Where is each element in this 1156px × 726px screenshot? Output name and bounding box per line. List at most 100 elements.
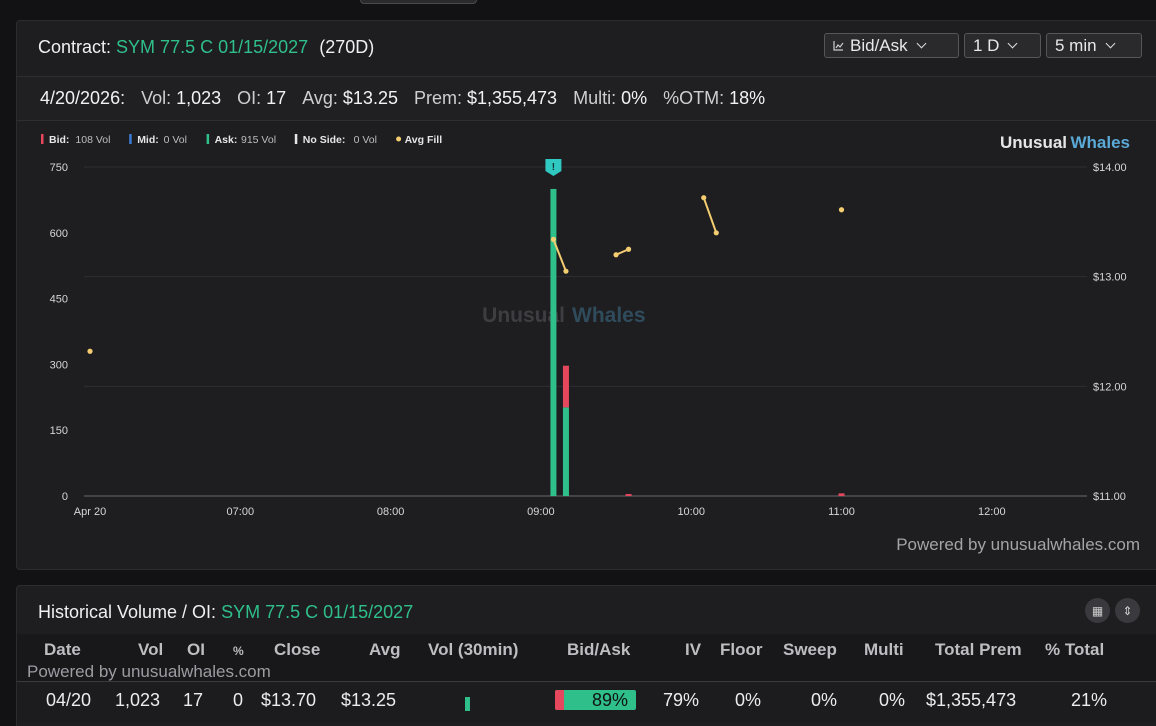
- cell-close: $13.70: [261, 690, 317, 710]
- col-sweep[interactable]: Sweep: [783, 640, 837, 659]
- y-right-tick-2: $12.00: [1093, 381, 1127, 393]
- cell-total-prem: $1,355,473: [926, 690, 1017, 710]
- avg-fill-line-3: [702, 197, 718, 234]
- avg-fill-point-3-1: [713, 230, 719, 236]
- avg-fill-point-3-0: [701, 195, 707, 201]
- ask-bar-1: [562, 407, 569, 496]
- avg-fill-point-2-0: [613, 252, 619, 258]
- line-chart-icon: [833, 41, 844, 51]
- col-close[interactable]: Close: [274, 640, 321, 659]
- col-percent[interactable]: %: [233, 644, 244, 658]
- watermark-whales: Whales: [572, 304, 646, 327]
- stats-prem-label: Prem:: [413, 88, 462, 108]
- col-multi[interactable]: Multi: [864, 640, 904, 659]
- x-tick-3: 09:00: [527, 506, 555, 518]
- col-bid-ask[interactable]: Bid/Ask: [567, 640, 631, 659]
- x-tick-0: Apr 20: [74, 506, 106, 518]
- cell-percent: 0: [233, 690, 244, 710]
- col-vol[interactable]: Vol: [138, 640, 164, 659]
- table-powered-by: Powered by unusualwhales.com: [27, 662, 271, 681]
- ask-bar-0: [550, 188, 557, 496]
- y-right-tick-1: $13.00: [1093, 272, 1127, 284]
- cell-avg: $13.25: [341, 690, 397, 710]
- y-right-tick-0: $14.00: [1093, 162, 1127, 174]
- expand-collapse-icon[interactable]: ⇕: [1115, 598, 1140, 623]
- alert-marker-glyph: !: [552, 162, 555, 173]
- y-left-tick-1: 600: [50, 228, 68, 240]
- top-tab-stub[interactable]: [360, 0, 477, 4]
- historical-title-label: Historical Volume / OI:: [38, 602, 217, 622]
- stats-prem: $1,355,473: [466, 88, 558, 108]
- col-vol-30min[interactable]: Vol (30min): [428, 640, 519, 659]
- x-tick-4: 10:00: [677, 506, 705, 518]
- col-date[interactable]: Date: [44, 640, 81, 659]
- contract-chart-panel: Contract: SYM 77.5 C 01/15/2027 (270D) B…: [16, 20, 1156, 570]
- stats-multi: 0%: [621, 88, 648, 108]
- stats-avg-label: Avg:: [302, 88, 338, 108]
- legend-value-3: 0 Vol: [354, 134, 377, 146]
- cell-vol: 1,023: [115, 690, 161, 710]
- legend-label-1: Mid:: [137, 134, 159, 146]
- chevron-down-icon: [916, 38, 927, 49]
- stats-avg: $13.25: [342, 88, 398, 108]
- volume-chart[interactable]: Bid: 108 Vol Mid: 0 Vol Ask: 915 Vol No Side: 0…: [17, 121, 1156, 521]
- mode-dropdown[interactable]: Bid/Ask: [824, 33, 959, 58]
- bid-bar-1: [562, 365, 569, 408]
- daily-stats-bar: 4/20/2026: Vol: 1,023 OI: 17 Avg: $13.25…: [17, 76, 1156, 121]
- historical-volume-panel: Historical Volume / OI: SYM 77.5 C 01/15…: [16, 585, 1156, 726]
- contract-symbol[interactable]: SYM 77.5 C 01/15/2027: [116, 37, 309, 57]
- stats-otm-label: %OTM:: [663, 88, 725, 108]
- brand-unusual: Unusual: [1000, 133, 1067, 152]
- cell-multi: 0%: [879, 690, 906, 710]
- watermark-unusual: Unusual: [482, 304, 565, 327]
- stats-multi-label: Multi:: [573, 88, 617, 108]
- col-oi[interactable]: OI: [187, 640, 205, 659]
- legend-swatch-4: [396, 136, 402, 142]
- y-left-tick-3: 300: [50, 359, 68, 371]
- y-left-tick-0: 750: [50, 162, 68, 174]
- days-to-expiry: (270D): [319, 37, 375, 57]
- columns-icon[interactable]: ▦: [1085, 598, 1110, 623]
- x-tick-1: 07:00: [227, 506, 255, 518]
- historical-title-symbol[interactable]: SYM 77.5 C 01/15/2027: [221, 602, 414, 622]
- interval-dropdown[interactable]: 5 min: [1046, 33, 1142, 58]
- cell-oi: 17: [183, 690, 204, 710]
- stats-vol: 1,023: [176, 88, 222, 108]
- table-row[interactable]: 04/20 1,023 17 0 $13.70 $13.25 89% 79% 0…: [17, 683, 1156, 723]
- y-right-tick-3: $11.00: [1093, 491, 1126, 503]
- x-tick-5: 11:00: [828, 506, 855, 518]
- legend-value-0: 108 Vol: [75, 134, 110, 146]
- cell-percent-total: 21%: [1071, 690, 1108, 710]
- historical-title: Historical Volume / OI: SYM 77.5 C 01/15…: [38, 602, 413, 623]
- col-avg[interactable]: Avg: [369, 640, 401, 659]
- avg-fill-point-2-1: [625, 246, 632, 252]
- col-floor[interactable]: Floor: [720, 640, 763, 659]
- legend-value-1: 0 Vol: [164, 134, 187, 146]
- interval-dropdown-value: 5 min: [1055, 35, 1097, 55]
- cell-iv: 79%: [663, 690, 700, 710]
- legend-swatch-2: [206, 134, 210, 144]
- contract-label: Contract:: [38, 37, 112, 57]
- bid-share-fill: [555, 690, 564, 710]
- range-dropdown[interactable]: 1 D: [964, 33, 1041, 58]
- col-total-prem[interactable]: Total Prem: [935, 640, 1022, 659]
- powered-by-label[interactable]: Powered by unusualwhales.com: [896, 535, 1140, 554]
- col-iv[interactable]: IV: [685, 640, 702, 659]
- legend-label-0: Bid:: [49, 134, 69, 146]
- y-left-tick-2: 450: [50, 294, 68, 306]
- col-percent-total[interactable]: % Total: [1045, 640, 1105, 659]
- legend-label-2: Ask:: [215, 134, 238, 146]
- bid-bar-2: [625, 494, 632, 496]
- mode-dropdown-value: Bid/Ask: [850, 35, 908, 55]
- chevron-down-icon: [1105, 38, 1116, 49]
- legend-swatch-3: [294, 134, 298, 144]
- y-left-tick-4: 150: [50, 425, 68, 437]
- avg-fill-point-1-0: [550, 236, 557, 242]
- stats-vol-label: Vol:: [141, 88, 172, 108]
- x-tick-2: 08:00: [377, 506, 405, 518]
- cell-bid-ask-bar: 89%: [555, 690, 636, 710]
- legend-swatch-0: [41, 134, 44, 144]
- stats-otm: 18%: [729, 88, 766, 108]
- cell-floor: 0%: [735, 690, 762, 710]
- stats-oi: 17: [266, 88, 287, 108]
